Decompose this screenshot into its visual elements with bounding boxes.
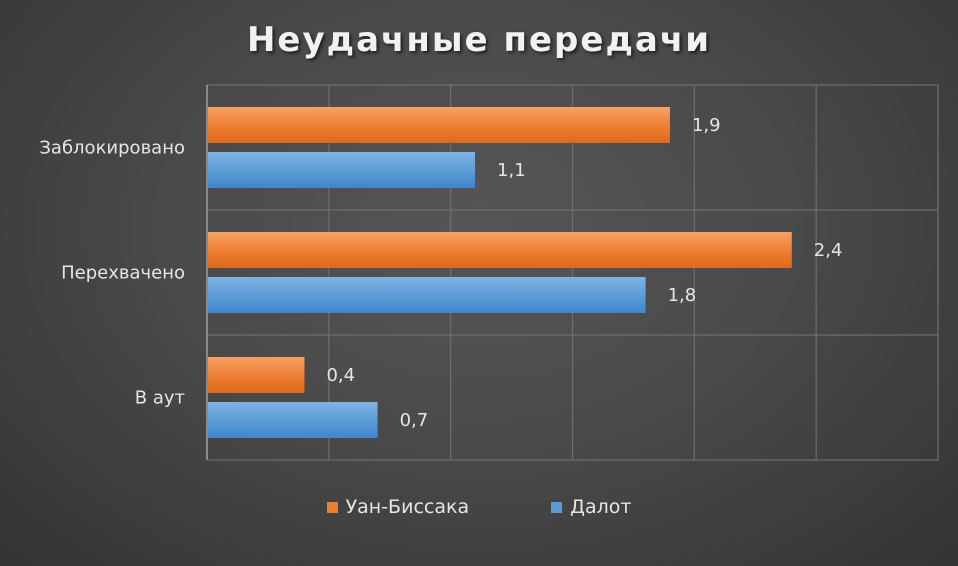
data-label: 0,4 bbox=[326, 365, 355, 386]
bar-series-2-1 bbox=[207, 277, 646, 313]
legend-swatch-series-2 bbox=[551, 501, 563, 513]
legend: Уан-Биссака Далот bbox=[0, 496, 958, 518]
bar-series-2-0 bbox=[207, 152, 476, 188]
bar-series-1-2 bbox=[207, 357, 305, 393]
chart-title: Неудачные передачи bbox=[246, 20, 712, 60]
data-label: 2,4 bbox=[814, 240, 843, 261]
bar-series-1-1 bbox=[207, 232, 792, 268]
category-label: Перехвачено bbox=[61, 263, 185, 284]
legend-label-series-1: Уан-Биссака bbox=[345, 496, 470, 518]
legend-item-series-1: Уан-Биссака bbox=[326, 496, 470, 518]
category-label: Заблокировано bbox=[39, 138, 185, 159]
legend-item-series-2: Далот bbox=[551, 496, 631, 518]
data-label: 1,9 bbox=[692, 115, 721, 136]
data-label: 1,1 bbox=[497, 160, 526, 181]
bar-series-2-2 bbox=[207, 402, 378, 438]
bar-series-1-0 bbox=[207, 107, 670, 143]
legend-label-series-2: Далот bbox=[570, 496, 632, 518]
legend-swatch-series-1 bbox=[326, 501, 338, 513]
data-label: 1,8 bbox=[668, 285, 697, 306]
data-label: 0,7 bbox=[400, 410, 429, 431]
category-label: В аут bbox=[135, 388, 185, 409]
